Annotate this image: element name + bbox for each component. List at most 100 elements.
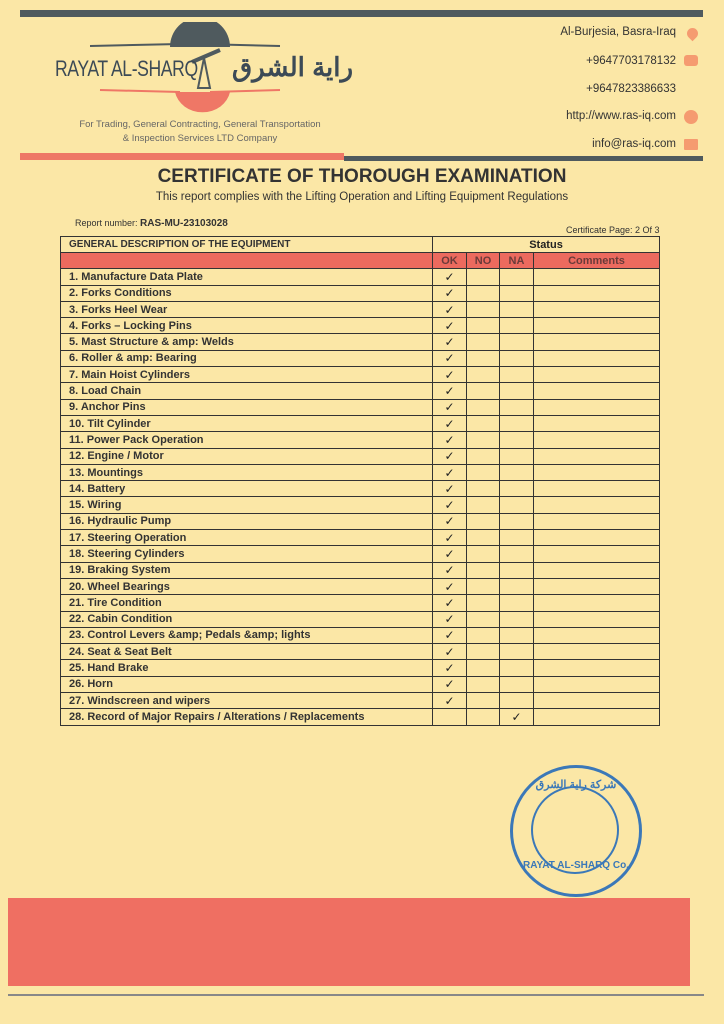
company-name: RAYAT AL-SHARQ [55,56,198,81]
comments-cell [533,349,660,368]
comments-cell [533,659,660,677]
footer-line [8,994,704,996]
status-cell-ok: ✓ [432,577,467,596]
status-cell-ok: ✓ [432,300,467,319]
check-mark-icon: ✓ [444,595,455,610]
comments-cell [533,431,660,449]
status-cell-na [499,398,534,416]
table-row: 23. Control Levers &amp; Pedals &amp; li… [60,626,660,645]
comments-cell [533,561,660,579]
status-cell-na [499,284,534,302]
check-mark-icon: ✓ [444,318,455,333]
check-mark-icon: ✓ [444,612,455,627]
globe-icon [684,110,698,124]
certificate-page-number: Certificate Page: 2 Of 3 [566,225,660,235]
status-cell-na [499,692,534,710]
row-label: 2. Forks Conditions [60,284,433,302]
status-cell-na [499,545,534,563]
status-cell-no [466,268,500,286]
comments-cell [533,708,660,726]
tagline-line: For Trading, General Contracting, Genera… [79,119,321,130]
status-cell-no [466,577,500,596]
table-row: 2. Forks Conditions ✓ [60,284,660,302]
stamp-text: RAYAT AL-SHARQ Co. [523,860,629,871]
status-cell-no [466,545,500,563]
check-mark-icon: ✓ [444,302,455,317]
check-mark-icon: ✓ [444,465,455,480]
check-mark-icon: ✓ [444,416,455,431]
status-cell-na [499,577,534,596]
status-cell-no [466,463,500,482]
status-cell-na [499,366,534,384]
status-cell-ok: ✓ [432,414,467,433]
row-label: 21. Tire Condition [60,594,433,612]
check-mark-icon: ✓ [444,498,455,513]
status-cell-no [466,317,500,335]
status-cell-ok: ✓ [432,529,467,547]
address: Al-Burjesia, Basra-Iraq [560,26,676,38]
row-label: 12. Engine / Motor [60,447,433,465]
check-mark-icon: ✓ [444,644,455,659]
comments-cell [533,317,660,335]
status-cell-ok: ✓ [432,268,467,286]
comments-cell [533,643,660,661]
tagline-line: & Inspection Services LTD Company [122,133,278,144]
status-cell-no [466,708,500,726]
check-mark-icon: ✓ [444,514,455,529]
table-row: 5. Mast Structure & amp: Welds ✓ [60,333,660,351]
comments-cell [533,675,660,694]
status-cell-na [499,431,534,449]
check-mark-icon: ✓ [444,286,455,301]
stamp-arabic: شركة راية الشرق [535,779,617,791]
row-label: 4. Forks – Locking Pins [60,317,433,335]
status-cell-no [466,414,500,433]
check-mark-icon: ✓ [444,693,455,708]
table-row: 25. Hand Brake ✓ [60,659,660,677]
row-label: 3. Forks Heel Wear [60,300,433,319]
company-stamp: شركة راية الشرق RAYAT AL-SHARQ Co. [510,765,642,897]
website-link[interactable]: http://www.ras-iq.com [566,110,676,122]
status-cell-ok: ✓ [432,480,467,498]
status-cell-ok: ✓ [432,643,467,661]
footer-band [8,898,690,986]
table-row: 15. Wiring ✓ [60,496,660,514]
status-cell-ok: ✓ [432,317,467,335]
status-cell-na [499,529,534,547]
row-label: 1. Manufacture Data Plate [60,268,433,286]
status-cell-ok: ✓ [432,349,467,368]
divider-red [20,153,344,160]
check-mark-icon: ✓ [444,449,455,464]
table-row: 17. Steering Operation ✓ [60,529,660,547]
row-label: 26. Horn [60,675,433,694]
status-cell-no [466,333,500,351]
status-cell-ok: ✓ [432,675,467,694]
status-cell-na [499,382,534,400]
col-ok: OK [432,251,467,270]
table-row: 14. Battery ✓ [60,480,660,498]
status-cell-na [499,594,534,612]
status-cell-ok: ✓ [432,626,467,645]
status-cell-no [466,431,500,449]
row-label: 28. Record of Major Repairs / Alteration… [60,708,433,726]
row-label: 9. Anchor Pins [60,398,433,416]
table-row: 24. Seat & Seat Belt ✓ [60,643,660,661]
envelope-icon [684,139,698,150]
row-label: 15. Wiring [60,496,433,514]
row-label: 19. Braking System [60,561,433,579]
row-label: 8. Load Chain [60,382,433,400]
comments-cell [533,577,660,596]
comments-cell [533,480,660,498]
row-label: 20. Wheel Bearings [60,577,433,596]
table-row: 22. Cabin Condition ✓ [60,610,660,628]
comments-cell [533,268,660,286]
status-cell-na [499,268,534,286]
email-link[interactable]: info@ras-iq.com [592,138,676,150]
report-number: Report number: RAS-MU-23103028 [75,218,228,229]
status-cell-no [466,692,500,710]
company-tagline: For Trading, General Contracting, Genera… [40,118,360,146]
status-header: Status [432,236,660,253]
col-comments: Comments [533,251,660,270]
status-cell-no [466,366,500,384]
comments-cell [533,447,660,465]
table-row: 9. Anchor Pins ✓ [60,398,660,416]
